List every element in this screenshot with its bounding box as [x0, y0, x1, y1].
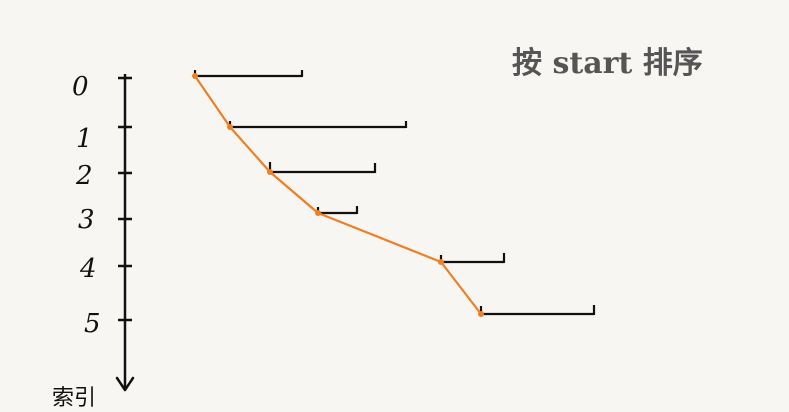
start-point-5: [478, 311, 484, 317]
index-label-4: 4: [80, 254, 97, 284]
interval-2: [268, 162, 377, 174]
index-label-1: 1: [76, 124, 93, 154]
axis-arrow-head: [115, 376, 135, 392]
start-point-2: [267, 169, 273, 175]
interval-0: [193, 70, 304, 78]
start-point-3: [315, 210, 321, 216]
index-label-5: 5: [84, 309, 101, 339]
interval-1: [228, 121, 408, 129]
interval-4: [439, 253, 506, 264]
diagram-title: 按 start 排序: [512, 46, 703, 81]
start-point-4: [438, 259, 444, 265]
start-point-0: [192, 73, 198, 79]
index-label-3: 3: [78, 205, 95, 235]
index-label-2: 2: [76, 161, 93, 191]
start-point-path: [194, 75, 482, 315]
index-label-0: 0: [72, 72, 89, 102]
interval-5: [479, 305, 596, 316]
interval-3: [316, 206, 359, 215]
start-point-1: [227, 124, 233, 130]
